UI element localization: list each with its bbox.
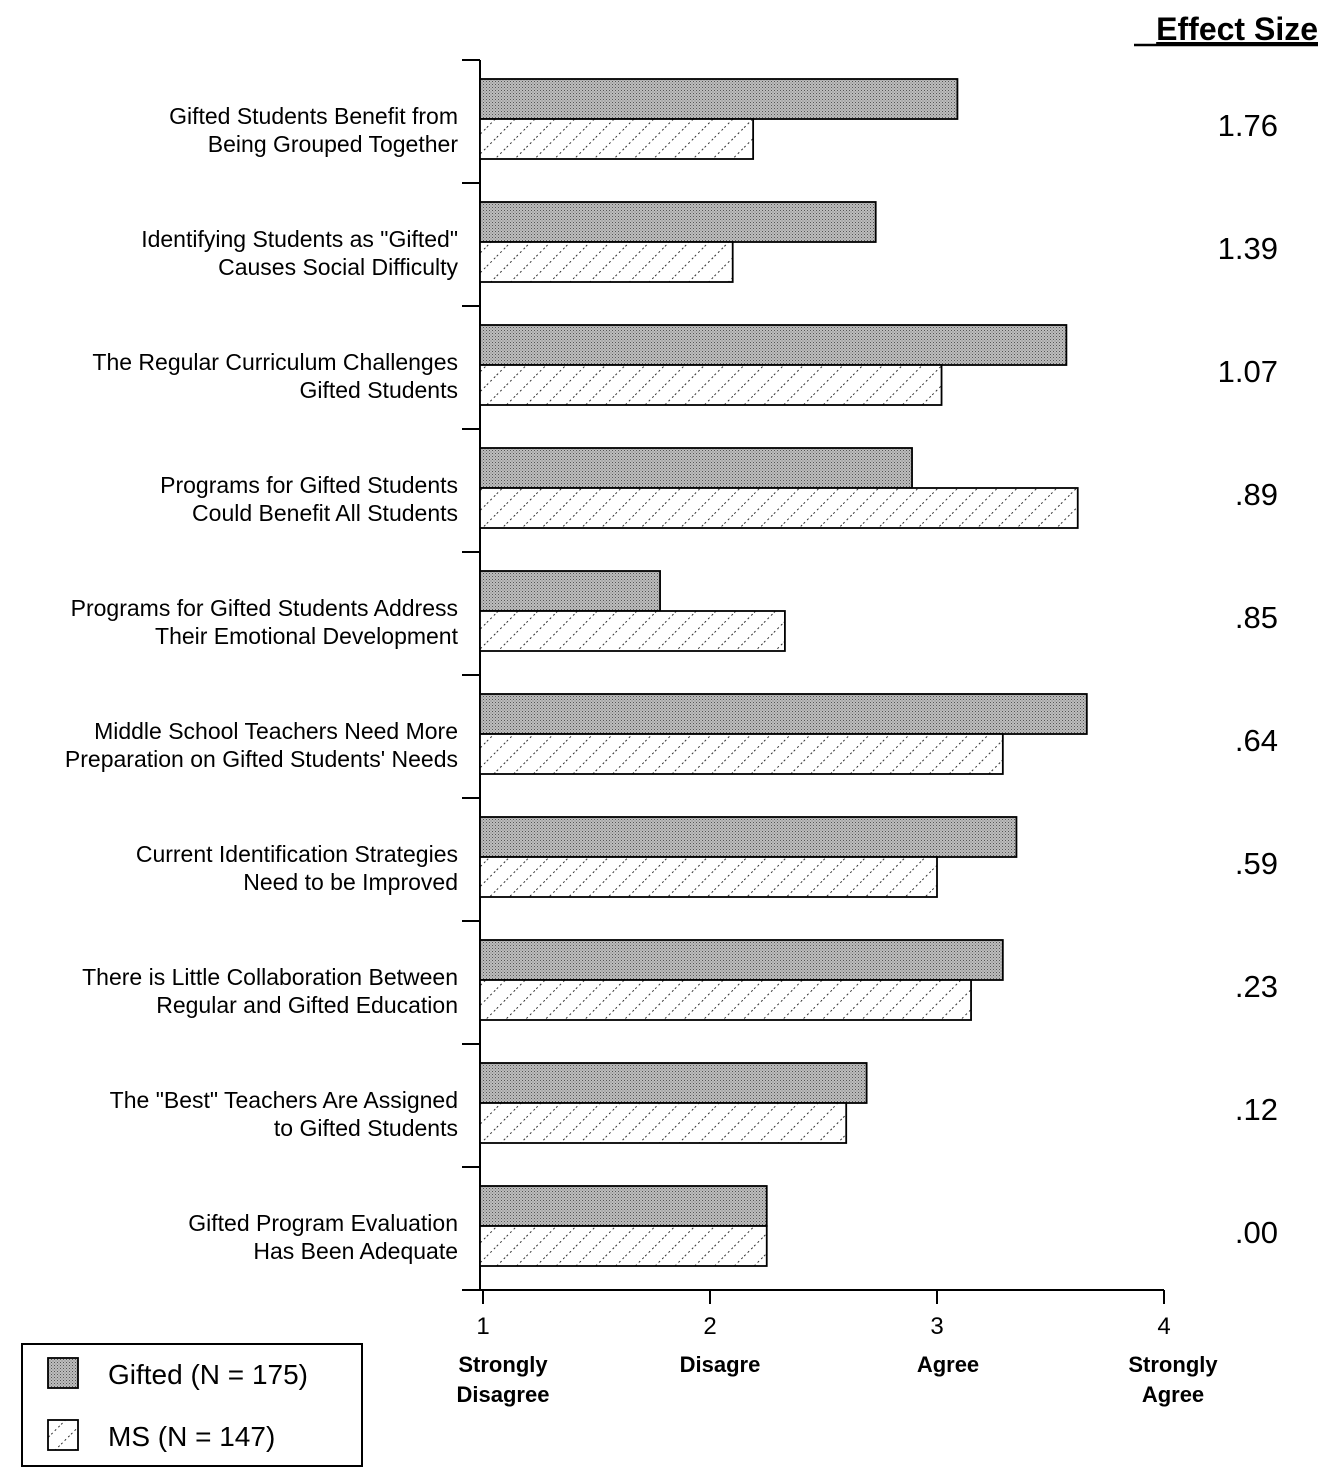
category-label: Identifying Students as "Gifted" [141, 226, 458, 252]
bar-gifted [479, 324, 1068, 366]
x-tick-label: 4 [1157, 1313, 1170, 1340]
legend-label: MS (N = 147) [108, 1421, 275, 1452]
category-label: Their Emotional Development [155, 623, 459, 649]
effect-size-value: 1.76 [1218, 108, 1278, 143]
bar-gifted [479, 1185, 768, 1227]
bar-ms [479, 118, 755, 160]
effect-size-value: .59 [1235, 846, 1278, 881]
category-label: Being Grouped Together [208, 131, 459, 157]
bar-ms [479, 856, 938, 898]
category-label: Has Been Adequate [253, 1238, 458, 1264]
x-tick-word: Agree [1142, 1382, 1204, 1407]
legend-label: Gifted (N = 175) [108, 1359, 308, 1390]
legend: Gifted (N = 175) MS (N = 147) [21, 1343, 363, 1467]
bar-ms [479, 241, 734, 283]
bar-gifted [479, 78, 959, 120]
effect-size-value: .23 [1235, 969, 1278, 1004]
bars [479, 78, 1088, 1267]
x-tick-label: 2 [703, 1313, 716, 1340]
legend-swatch-ms [47, 1419, 79, 1451]
effect-size-value: .00 [1235, 1215, 1278, 1250]
effect-size-value: .85 [1235, 600, 1278, 635]
bar-ms [479, 487, 1079, 529]
category-label: The Regular Curriculum Challenges [92, 349, 458, 375]
effect-size-value: .12 [1235, 1092, 1278, 1127]
category-label: Middle School Teachers Need More [94, 718, 458, 744]
x-tick-label: 1 [476, 1313, 489, 1340]
effect-size-value: 1.07 [1218, 354, 1278, 389]
bar-ms [479, 979, 972, 1021]
bar-gifted [479, 816, 1018, 858]
bar-ms [479, 733, 1004, 775]
effect-size-value: .89 [1235, 477, 1278, 512]
category-label: Could Benefit All Students [192, 500, 458, 526]
bar-ms [479, 610, 786, 652]
axes: 1 Strongly Disagree 2 Disagre 3 Agree 4 Strongly… [457, 59, 1218, 1407]
x-tick-word: Disagre [680, 1352, 761, 1377]
category-label: Preparation on Gifted Students' Needs [65, 746, 458, 772]
legend-box [21, 1343, 363, 1467]
bar-gifted [479, 939, 1004, 981]
effect-size-column: Effect Size 1.76 1.39 1.07 .89 .85 .64 .59 .23 .1… [1134, 11, 1318, 1250]
x-tick-word: Agree [917, 1352, 979, 1377]
x-tick-label: 3 [930, 1313, 943, 1340]
effect-size-value: .64 [1235, 723, 1278, 758]
bar-gifted [479, 570, 661, 612]
x-tick-word: Strongly [1128, 1352, 1218, 1377]
category-label: Need to be Improved [243, 869, 458, 895]
category-label: Gifted Program Evaluation [188, 1210, 458, 1236]
category-label: Causes Social Difficulty [218, 254, 458, 280]
x-tick-word: Disagree [457, 1382, 550, 1407]
category-label: Gifted Students Benefit from [169, 103, 458, 129]
category-label: Regular and Gifted Education [156, 992, 458, 1018]
category-label: to Gifted Students [274, 1115, 458, 1141]
category-label: Programs for Gifted Students [160, 472, 458, 498]
category-label: There is Little Collaboration Between [82, 964, 458, 990]
bar-gifted [479, 201, 877, 243]
category-label: Current Identification Strategies [136, 841, 458, 867]
category-label: Gifted Students [299, 377, 458, 403]
bar-ms [479, 364, 943, 406]
effect-size-title: Effect Size [1156, 11, 1318, 47]
category-label: The "Best" Teachers Are Assigned [110, 1087, 458, 1113]
bar-ms [479, 1225, 768, 1267]
bar-gifted [479, 447, 913, 489]
x-tick-word: Strongly [458, 1352, 548, 1377]
bar-gifted [479, 1062, 868, 1104]
effect-size-value: 1.39 [1218, 231, 1278, 266]
legend-swatch-gifted [47, 1357, 79, 1389]
bar-ms [479, 1102, 848, 1144]
category-label: Programs for Gifted Students Address [71, 595, 458, 621]
bar-gifted [479, 693, 1088, 735]
